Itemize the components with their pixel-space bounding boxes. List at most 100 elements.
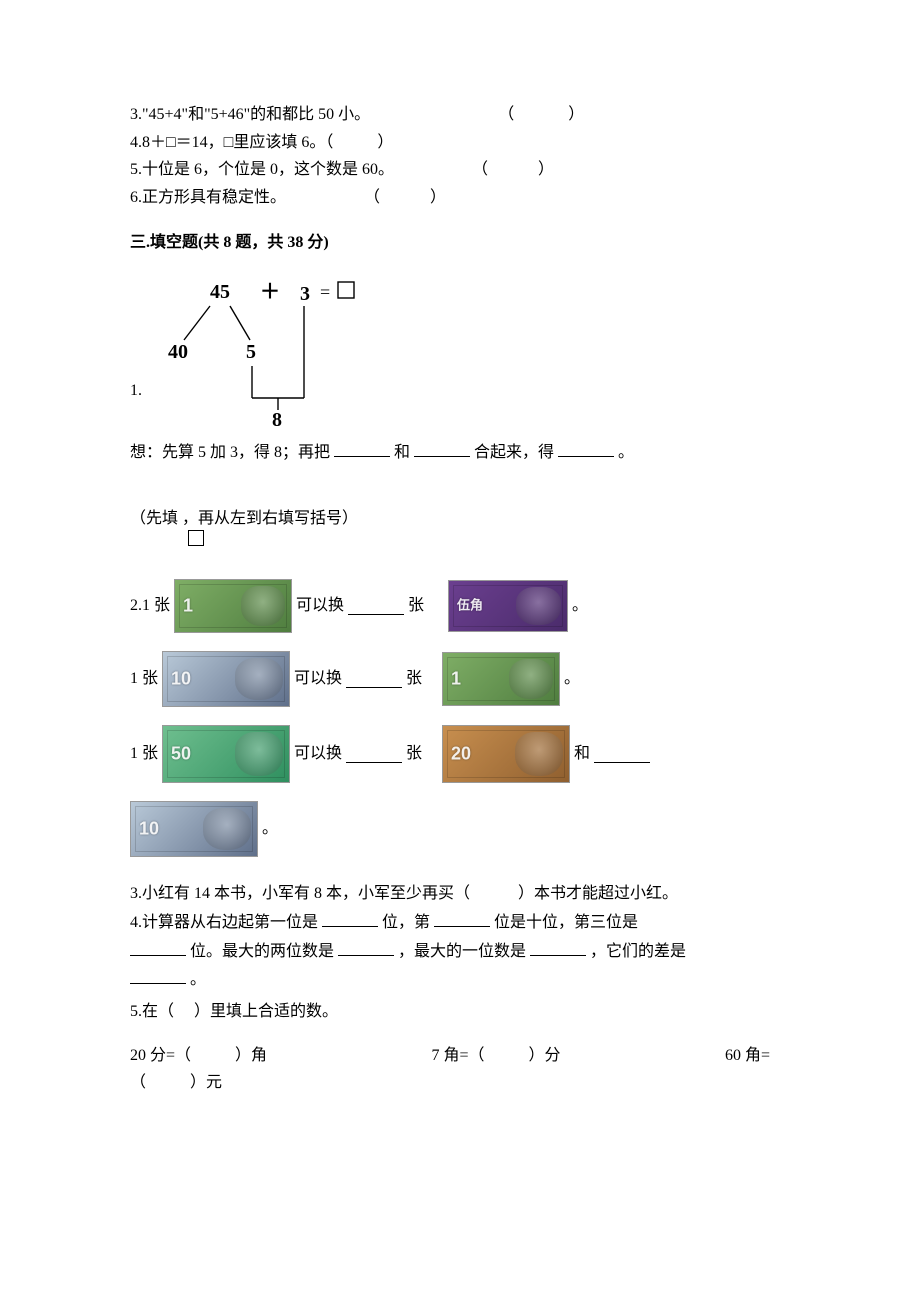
q5-c2b: ）分 (529, 1047, 561, 1064)
q2-sheet-3: 张 (406, 741, 422, 767)
banknote-20yuan: 20 (442, 725, 570, 783)
q4-f: ，它们的差是 (590, 943, 686, 960)
q2-one-sheet-2: 1 张 (130, 666, 158, 692)
q1-sentence-a: 想：先算 5 加 3，得 8；再把 (130, 444, 330, 461)
q2-period-3: 。 (262, 816, 278, 842)
judgment-q6: 6.正方形具有稳定性。 （ ） (130, 185, 790, 211)
q4-e: ，最大的一位数是 (398, 943, 526, 960)
q1-blank-2[interactable] (414, 440, 470, 457)
banknote-10yuan-a: 10 (162, 651, 290, 707)
d-8: 8 (272, 409, 282, 426)
q3: 3.小红有 14 本书，小军有 8 本，小军至少再买（ ）本书才能超过小红。 (130, 881, 790, 907)
judgment-q4: 4.8＋□＝14，□里应该填 6。（ ） (130, 130, 790, 156)
judgment-q3-text: 3."45+4"和"5+46"的和都比 50 小。 (130, 106, 370, 123)
q2-period-2: 。 (564, 666, 580, 692)
q1-note-b: ，再从左到右填写括号） (182, 510, 358, 527)
q5-col-3: 60 角= (725, 1043, 770, 1069)
q2-and: 和 (574, 741, 590, 767)
judgment-q5-text: 5.十位是 6，个位是 0，这个数是 60。 (130, 161, 394, 178)
q4-blank-3[interactable] (130, 939, 186, 956)
judgment-q4-text-b: ） (377, 134, 393, 151)
paren-open: （ (472, 161, 490, 178)
q5-c4a: （ (130, 1074, 146, 1091)
q4: 4.计算器从右边起第一位是 位，第 位是十位，第三位是 位。最大的两位数是 ，最… (130, 909, 790, 995)
d-45: 45 (210, 281, 230, 303)
q5-c2a: 7 角=（ (431, 1047, 484, 1064)
banknote-1yuan-a: 1 (174, 579, 292, 633)
banknote-50yuan: 50 (162, 725, 290, 783)
banknote-5jiao: 伍角 (448, 580, 568, 632)
judgment-q4-text-a: 4.8＋□＝14，□里应该填 6。（ (130, 134, 333, 151)
q5-c1b: ）角 (235, 1047, 267, 1064)
q4-c: 位是十位，第三位是 (494, 914, 638, 931)
q5-col-1: 20 分=（ ）角 (130, 1043, 267, 1069)
paren-open: （ (364, 189, 382, 206)
d-3: 3 (300, 283, 310, 305)
q2-sheet-1: 张 (408, 593, 424, 619)
q5-c1a: 20 分=（ (130, 1047, 191, 1064)
q2-sheet-2: 张 (406, 666, 422, 692)
d-branch-right (230, 306, 250, 340)
q2-row-2: 1 张 10 可以换 张 1 。 (130, 651, 790, 707)
q2-period-1: 。 (572, 593, 588, 619)
paren-close: ） (430, 189, 448, 206)
paren-open: （ (498, 106, 516, 123)
q4-a: 4.计算器从右边起第一位是 (130, 914, 318, 931)
q2-exchange-3: 可以换 (294, 741, 342, 767)
q1-note-a: （先填 (130, 510, 178, 527)
q5-c3a: 60 角= (725, 1047, 770, 1064)
q4-blank-6[interactable] (130, 967, 186, 984)
d-plus: ＋ (260, 281, 280, 303)
d-40: 40 (168, 341, 188, 363)
q1-diagram-wrap: 1. 45 ＋ 3 = 40 5 8 (130, 276, 790, 426)
d-branch-left (184, 306, 210, 340)
q1-blank-1[interactable] (334, 440, 390, 457)
q4-g: 。 (190, 971, 206, 988)
q5-row-2: （ ）元 (130, 1070, 790, 1096)
q2-row-3: 1 张 50 可以换 张 20 和 (130, 725, 790, 783)
banknote-1yuan-b: 1 (442, 652, 560, 706)
q2-prefix: 2. (130, 597, 142, 614)
q4-blank-1[interactable] (322, 910, 378, 927)
q2-row-4: 10 。 (130, 801, 790, 857)
q2-row-1: 2.1 张 1 可以换 张 伍角 。 (130, 579, 790, 633)
q5-row: 20 分=（ ）角 7 角=（ ）分 60 角= (130, 1043, 770, 1069)
q1-sentence: 想：先算 5 加 3，得 8；再把 和 合起来，得 。 (130, 440, 790, 466)
q2-blank-3[interactable] (346, 746, 402, 763)
judgment-q3: 3."45+4"和"5+46"的和都比 50 小。 （ ） (130, 102, 790, 128)
judgment-q6-text: 6.正方形具有稳定性。 (130, 189, 286, 206)
section-3-title: 三.填空题(共 8 题，共 38 分) (130, 230, 790, 256)
d-box (338, 282, 354, 298)
q1-note: （先填 ，再从左到右填写括号） (130, 506, 790, 532)
q3-text-a: 3.小红有 14 本书，小军有 8 本，小军至少再买（ (130, 885, 470, 902)
q5-c 4b: ）元 (190, 1074, 222, 1091)
banknote-10yuan-b: 10 (130, 801, 258, 857)
q4-blank-4[interactable] (338, 939, 394, 956)
d-eq: = (320, 282, 330, 302)
q2-one-sheet-3: 1 张 (130, 741, 158, 767)
q2-blank-1[interactable] (348, 598, 404, 615)
q1-blank-3[interactable] (558, 440, 614, 457)
q2-blank-2[interactable] (346, 671, 402, 688)
q2-one-sheet-1: 1 张 (142, 597, 170, 614)
judgment-q5: 5.十位是 6，个位是 0，这个数是 60。 （ ） (130, 157, 790, 183)
q5-title: 5.在（ ）里填上合适的数。 (130, 999, 790, 1025)
q1-diagram: 45 ＋ 3 = 40 5 8 (148, 276, 388, 426)
paren-close: ） (568, 106, 586, 123)
q1-sentence-b: 和 (394, 444, 410, 461)
q4-b: 位，第 (382, 914, 430, 931)
q2-blank-4[interactable] (594, 746, 650, 763)
q4-d: 位。最大的两位数是 (190, 943, 334, 960)
q1-sentence-d: 。 (618, 444, 634, 461)
q1-note-box-icon (188, 530, 204, 546)
paren-close: ） (538, 161, 556, 178)
d-5: 5 (246, 341, 256, 363)
q4-blank-2[interactable] (434, 910, 490, 927)
q5-col-2: 7 角=（ ）分 (431, 1043, 560, 1069)
q2-exchange-2: 可以换 (294, 666, 342, 692)
q2-exchange-1: 可以换 (296, 593, 344, 619)
q1-prefix: 1. (130, 378, 142, 426)
q1-sentence-c: 合起来，得 (474, 444, 554, 461)
q3-text-b: ）本书才能超过小红。 (518, 885, 678, 902)
q4-blank-5[interactable] (530, 939, 586, 956)
